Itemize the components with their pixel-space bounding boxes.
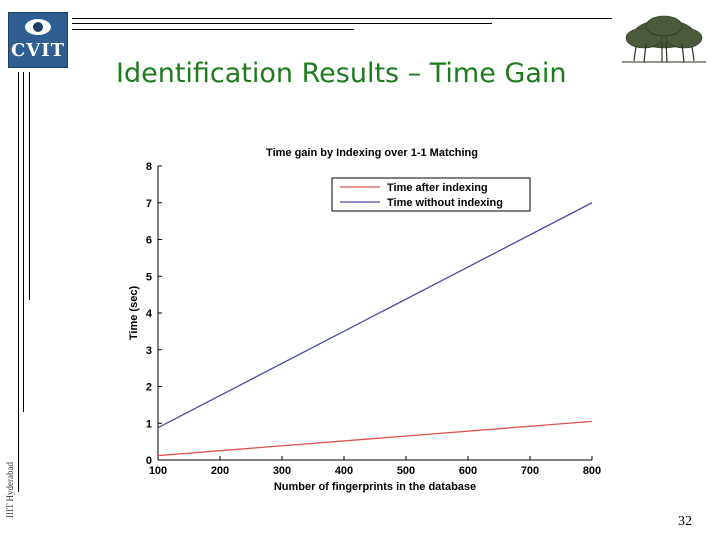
line-chart: Time gain by Indexing over 1-1 Matching … <box>128 147 601 493</box>
series-lines <box>157 202 593 457</box>
x-tick-label: 600 <box>459 465 477 477</box>
legend: Time after indexing Time without indexing <box>331 177 531 212</box>
x-tick-label: 800 <box>583 465 601 477</box>
y-tick-label: 3 <box>146 345 152 357</box>
x-axis-label: Number of fingerprints in the database <box>274 481 476 493</box>
cvit-logo: CVIT <box>8 12 68 68</box>
y-tick-label: 4 <box>146 308 153 320</box>
slide-title: Identification Results – Time Gain <box>116 58 567 89</box>
x-tick-label: 400 <box>335 465 353 477</box>
y-tick-label: 2 <box>146 382 152 394</box>
header-rule <box>72 18 612 19</box>
header-rule <box>72 23 492 24</box>
y-tick-label: 5 <box>146 271 152 283</box>
legend-label-2: Time without indexing <box>387 197 503 209</box>
logo-text: CVIT <box>10 40 66 61</box>
y-tick-label: 8 <box>146 161 152 173</box>
x-tick-label: 700 <box>521 465 539 477</box>
y-tick-label: 0 <box>146 455 152 467</box>
side-caption: IIIT Hyderabad <box>5 461 15 519</box>
y-tick-label: 6 <box>146 235 152 247</box>
legend-label-1: Time after indexing <box>387 182 488 194</box>
side-rule <box>18 72 19 492</box>
side-rule <box>29 72 30 300</box>
x-tick-label: 300 <box>273 465 291 477</box>
tree-logo <box>622 15 706 63</box>
series-line-2 <box>157 202 593 429</box>
y-tick-label: 7 <box>146 198 152 210</box>
axes: 100 200 300 400 500 600 700 800 0 1 2 3 4 5 6 7 8 <box>146 161 601 477</box>
x-tick-label: 500 <box>397 465 415 477</box>
page-number: 32 <box>678 514 692 529</box>
x-tick-label: 200 <box>211 465 229 477</box>
legend-box <box>331 177 531 212</box>
side-rule <box>23 72 24 412</box>
chart-title: Time gain by Indexing over 1-1 Matching <box>266 147 478 159</box>
pupil-icon <box>33 22 43 32</box>
x-tick-label: 100 <box>149 465 167 477</box>
series-line-1 <box>157 420 593 457</box>
y-axis-label: Time (sec) <box>128 286 140 341</box>
header-rule <box>72 29 354 30</box>
y-tick-label: 1 <box>146 418 152 430</box>
